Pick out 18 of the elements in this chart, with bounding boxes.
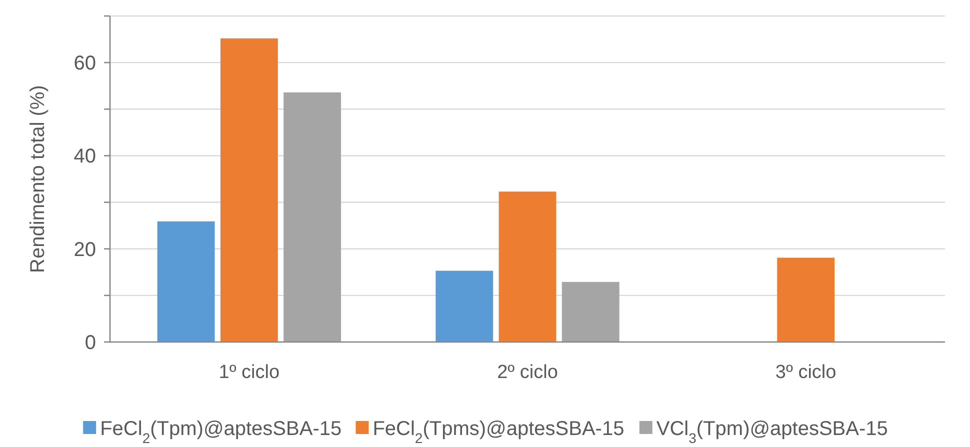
bar bbox=[157, 221, 215, 342]
y-tick-label: 60 bbox=[74, 52, 96, 75]
bar bbox=[498, 192, 556, 342]
x-tick-label: 3º ciclo bbox=[775, 362, 836, 383]
legend-label: FeCl$_{2}$(Tpm)@aptesSBA-15 bbox=[100, 418, 342, 446]
legend-label: FeCl$_{2}$(Tpms)@aptesSBA-15 bbox=[372, 418, 624, 446]
y-axis-title: Rendimento total (%) bbox=[27, 85, 49, 273]
bar bbox=[777, 258, 835, 342]
y-tick-label: 40 bbox=[74, 146, 96, 168]
bar bbox=[562, 282, 620, 342]
bar bbox=[284, 92, 342, 342]
bar bbox=[220, 38, 278, 342]
x-tick-label: 1º ciclo bbox=[218, 362, 280, 383]
legend-label: VCl$_{3}$(Tpm)@aptesSBA-15 bbox=[656, 418, 888, 446]
y-tick-label: 0 bbox=[84, 332, 96, 354]
bar bbox=[436, 270, 494, 342]
y-tick-label: 20 bbox=[74, 238, 96, 261]
x-tick-label: 2º ciclo bbox=[497, 362, 558, 383]
